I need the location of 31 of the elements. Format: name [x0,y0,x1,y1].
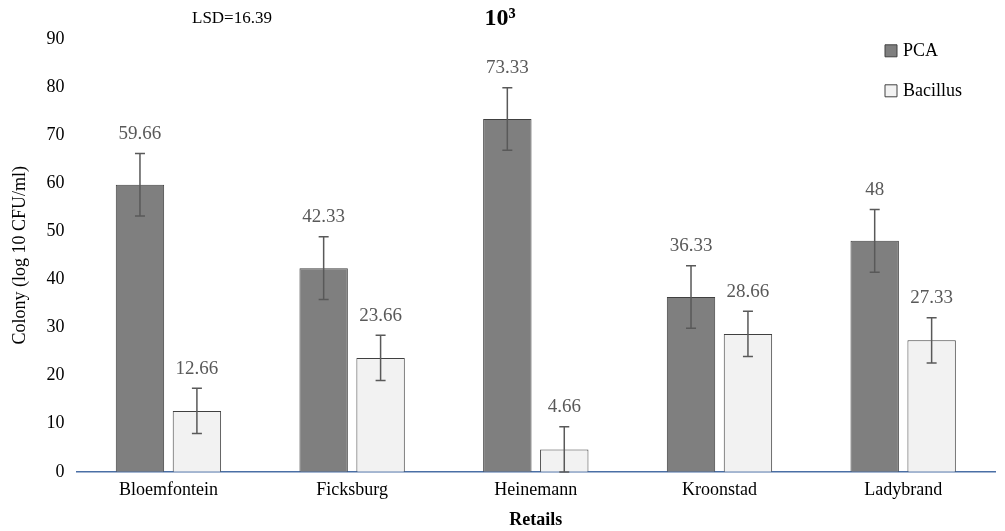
data-label: 36.33 [669,234,713,256]
data-label: 23.66 [359,303,402,325]
chart-title: 10³ [484,3,516,30]
x-tick-label: Ficksburg [316,479,388,500]
legend-label: PCA [903,39,939,60]
data-label: 12.66 [175,356,219,378]
y-tick-label: 50 [46,219,65,240]
y-tick-label: 0 [55,460,65,481]
y-tick-label: 60 [46,171,65,192]
y-tick-label: 10 [46,412,65,433]
data-label: 42.33 [302,205,346,227]
data-label: 48 [865,178,885,200]
data-label: 27.33 [910,286,954,308]
y-tick-label: 70 [46,123,65,144]
text: LSD=16.39 [192,7,272,27]
y-tick-label: 40 [46,268,65,289]
data-label: 4.66 [547,395,581,417]
x-axis-title: Retails [509,508,563,529]
y-tick-label: 20 [46,364,65,385]
x-tick-label: Ladybrand [864,479,943,500]
data-label: 59.66 [118,121,162,143]
y-axis-title: Colony (log 10 CFU/ml) [8,166,30,345]
data-label: 28.66 [726,279,770,301]
legend-label: Bacillus [903,79,962,100]
y-tick-label: 90 [46,27,65,48]
x-tick-label: Heinemann [494,479,578,500]
y-tick-label: 80 [46,75,65,96]
x-tick-label: Kroonstad [681,479,757,500]
x-tick-label: Bloemfontein [118,479,218,500]
y-tick-label: 30 [46,316,65,337]
data-label: 73.33 [485,56,529,78]
